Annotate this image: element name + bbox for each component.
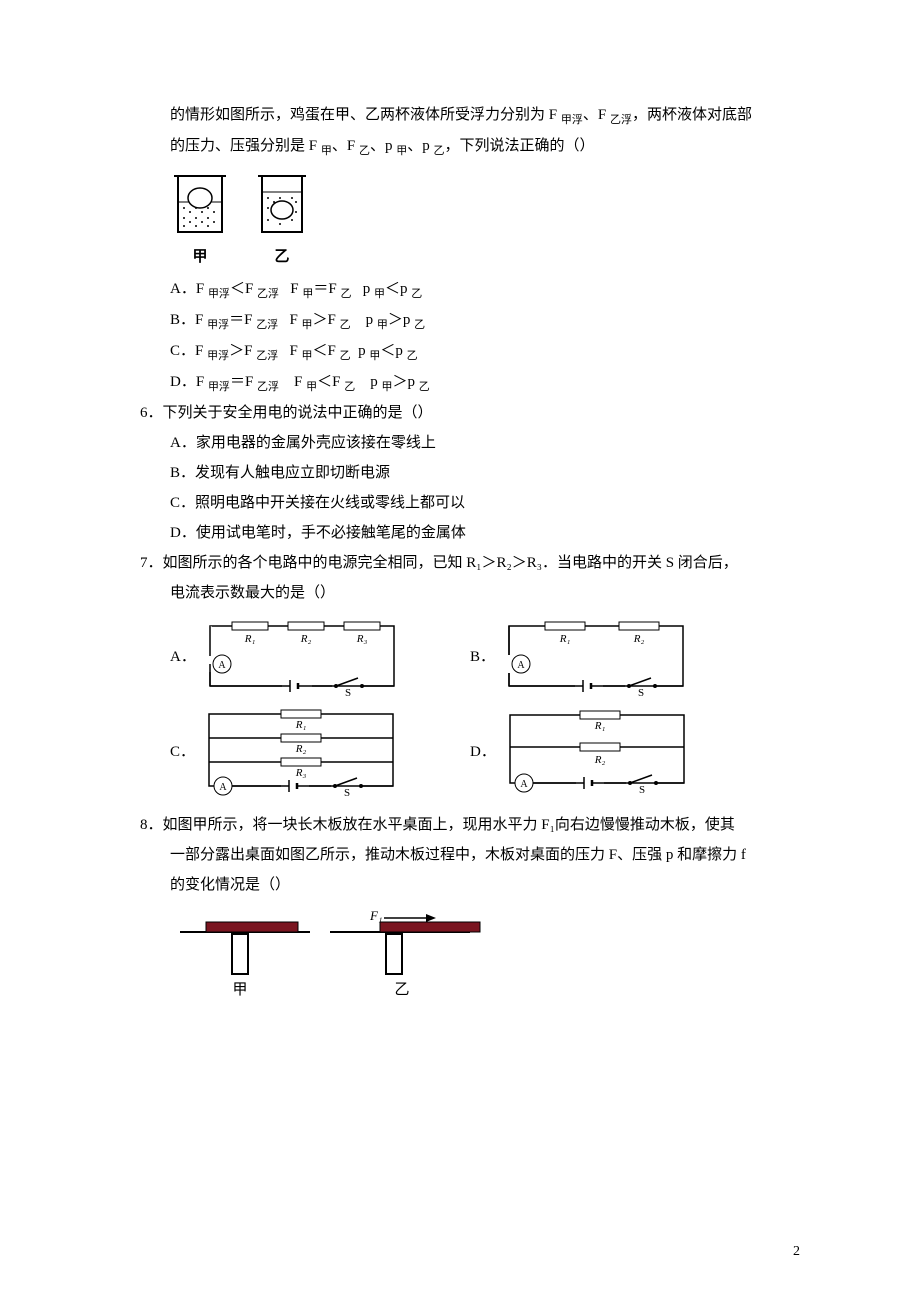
circuit-a-icon: R₁ R₂ R₃ A <box>202 616 402 698</box>
svg-text:甲: 甲 <box>232 982 247 998</box>
t: 、F <box>583 107 610 123</box>
t: 乙浮 <box>610 114 632 126</box>
t: 甲 <box>321 145 332 157</box>
svg-text:R₁: R₁ <box>244 633 256 645</box>
q6-stem: 6．下列关于安全用电的说法中正确的是（） <box>140 398 810 428</box>
q6-optC: C．照明电路中开关接在火线或零线上都可以 <box>170 488 810 518</box>
svg-text:R₃: R₃ <box>356 633 368 645</box>
t: 的压力、压强分别是 F <box>170 138 321 154</box>
svg-text:R₂: R₂ <box>633 633 645 645</box>
q7-optC-label: C． <box>170 737 195 767</box>
q6-optB: B．发现有人触电应立即切断电源 <box>170 458 810 488</box>
q6-optD: D．使用试电笔时，手不必接触笔尾的金属体 <box>170 518 810 548</box>
svg-text:R₂: R₂ <box>295 743 307 755</box>
svg-text:A: A <box>517 660 525 671</box>
q5-figure: 甲 乙 <box>170 168 810 272</box>
circuit-c-icon: R₁ R₂ R₃ A <box>201 706 401 798</box>
q5-optA: A．F 甲浮＜F 乙浮 F 甲＝F 乙 p 甲＜p 乙 <box>170 274 810 305</box>
svg-text:R₂: R₂ <box>300 633 312 645</box>
t: 甲浮 <box>561 114 583 126</box>
t: 甲 <box>396 145 407 157</box>
q7-circuits: A． R₁ R₂ R₃ A <box>170 616 810 798</box>
svg-text:S: S <box>639 784 645 796</box>
q8-stem2: 一部分露出桌面如图乙所示，推动木板过程中，木板对桌面的压力 F、压强 p 和摩擦… <box>170 840 810 870</box>
q5-optD: D．F 甲浮＝F 乙浮 F 甲＜F 乙 p 甲＞p 乙 <box>170 367 810 398</box>
q7-optD-label: D． <box>470 737 496 767</box>
svg-text:R₂: R₂ <box>594 754 606 766</box>
q7-stem1: 7．如图所示的各个电路中的电源完全相同，已知 R₁＞R₂＞R₃．当电路中的开关 … <box>140 548 810 578</box>
svg-text:乙: 乙 <box>394 982 409 998</box>
t: 、p <box>407 138 433 154</box>
svg-text:S: S <box>345 687 351 698</box>
svg-text:S: S <box>344 787 350 798</box>
svg-text:A: A <box>218 660 226 671</box>
q5-cont-line1: 的情形如图所示，鸡蛋在甲、乙两杯液体所受浮力分别为 F 甲浮、F 乙浮，两杯液体… <box>170 100 810 131</box>
circuit-d-icon: R₁ R₂ A S <box>502 707 692 797</box>
q7-optB-label: B． <box>470 642 495 672</box>
t: 的情形如图所示，鸡蛋在甲、乙两杯液体所受浮力分别为 F <box>170 107 561 123</box>
page-number: 2 <box>793 1238 800 1266</box>
q7-optA-label: A． <box>170 642 196 672</box>
svg-text:S: S <box>638 687 644 698</box>
svg-text:R₁: R₁ <box>559 633 571 645</box>
beaker-jia: 甲 <box>170 168 230 272</box>
beaker-yi-icon <box>254 168 310 240</box>
svg-text:R₃: R₃ <box>295 767 307 779</box>
q5-cont-line2: 的压力、压强分别是 F 甲、F 乙、p 甲、p 乙，下列说法正确的（） <box>170 131 810 162</box>
label-yi: 乙 <box>274 242 289 272</box>
q8-figure: 甲 F₁ 乙 <box>170 908 810 1019</box>
circuit-b-icon: R₁ R₂ A S <box>501 616 691 698</box>
t: 乙 <box>359 145 370 157</box>
q6-optA: A．家用电器的金属外壳应该接在零线上 <box>170 428 810 458</box>
t: ，两杯液体对底部 <box>632 107 752 123</box>
q8-stem3: 的变化情况是（） <box>170 870 810 900</box>
t: 、F <box>332 138 359 154</box>
svg-text:A: A <box>219 782 227 793</box>
t: 、p <box>370 138 396 154</box>
svg-text:F₁: F₁ <box>369 908 382 923</box>
q7-stem2: 电流表示数最大的是（） <box>170 578 810 608</box>
q8-stem1: 8．如图甲所示，将一块长木板放在水平桌面上，现用水平力 F₁向右边慢慢推动木板，… <box>140 810 810 840</box>
q5-optC: C．F 甲浮＞F 乙浮 F 甲＜F 乙 p 甲＜p 乙 <box>170 336 810 367</box>
beaker-jia-icon <box>170 168 230 240</box>
svg-text:A: A <box>520 779 528 790</box>
plank-icon: 甲 F₁ 乙 <box>170 908 490 1008</box>
svg-text:R₁: R₁ <box>594 720 606 732</box>
t: ，下列说法正确的（） <box>444 138 594 154</box>
q5-optB: B．F 甲浮＝F 乙浮 F 甲＞F 乙 p 甲＞p 乙 <box>170 305 810 336</box>
beaker-yi: 乙 <box>254 168 310 272</box>
svg-text:R₁: R₁ <box>295 719 307 731</box>
label-jia: 甲 <box>192 242 207 272</box>
t: 乙 <box>433 145 444 157</box>
